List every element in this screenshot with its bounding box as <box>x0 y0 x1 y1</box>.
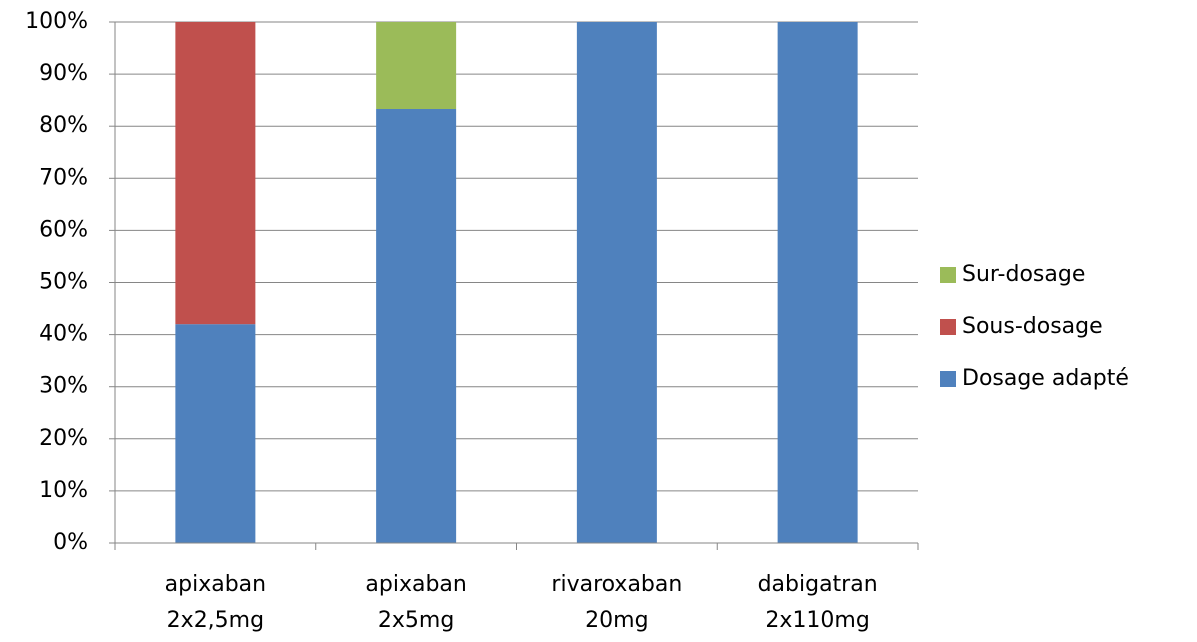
y-tick-label: 0% <box>53 530 88 555</box>
x-tick-label: apixaban 2x5mg <box>365 572 466 633</box>
y-tick-label: 70% <box>39 165 88 190</box>
y-tick-label: 80% <box>39 113 88 138</box>
legend-label: Sous-dosage <box>962 314 1103 339</box>
legend-swatch <box>940 267 956 283</box>
bar-segment <box>777 22 858 543</box>
legend-label: Dosage adapté <box>962 366 1129 391</box>
y-tick-label: 100% <box>25 9 88 34</box>
legend-label: Sur-dosage <box>962 262 1085 287</box>
x-tick-label: apixaban 2x2,5mg <box>165 572 266 633</box>
y-tick-label: 90% <box>39 61 88 86</box>
bar-segment <box>576 22 657 543</box>
legend-swatch <box>940 319 956 335</box>
bar-segment <box>376 22 457 110</box>
y-tick-label: 50% <box>39 270 88 295</box>
bar-segment <box>376 109 457 543</box>
bar-segment <box>175 22 256 325</box>
x-tick-label: rivaroxaban 20mg <box>551 572 682 633</box>
y-tick-label: 20% <box>39 426 88 451</box>
y-tick-label: 60% <box>39 217 88 242</box>
y-tick-label: 10% <box>39 478 88 503</box>
x-tick-label: dabigatran 2x110mg <box>758 572 878 633</box>
bar-segment <box>175 324 256 543</box>
y-tick-label: 40% <box>39 322 88 347</box>
y-tick-label: 30% <box>39 374 88 399</box>
legend-swatch <box>940 371 956 387</box>
